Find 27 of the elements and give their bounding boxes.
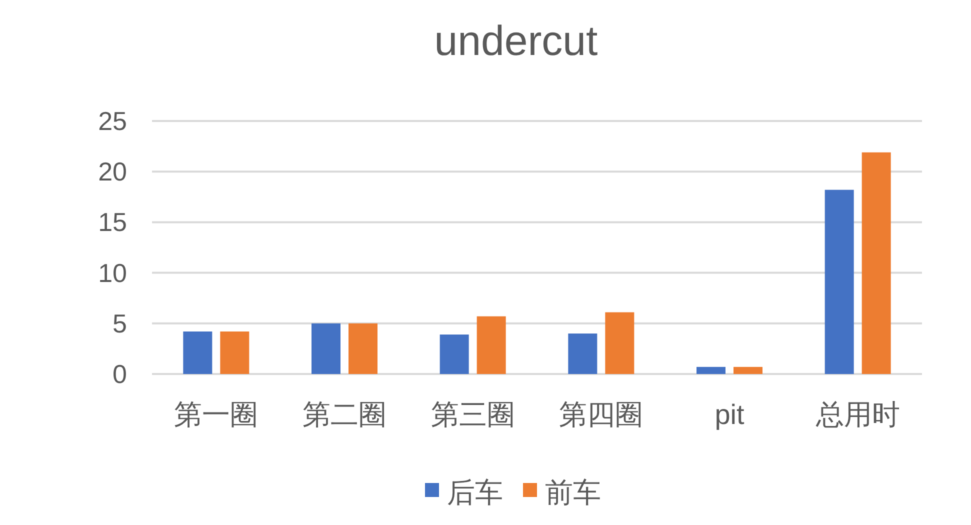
x-tick-label: 第三圈: [430, 399, 515, 430]
bar: [696, 366, 726, 374]
y-tick-label: 0: [112, 359, 127, 389]
bar: [605, 312, 634, 374]
y-tick-label: 10: [98, 258, 127, 288]
x-tick-label: 总用时: [814, 399, 900, 430]
bar: [220, 331, 250, 374]
bar: [348, 323, 378, 374]
y-tick-label: 5: [112, 308, 127, 338]
x-tick-label: pit: [714, 399, 745, 430]
x-tick-label: 第四圈: [559, 399, 644, 430]
y-tick-label: 15: [98, 207, 127, 238]
legend-label: 后车: [447, 477, 503, 508]
bar: [568, 334, 598, 374]
x-tick-label: 第二圈: [302, 399, 386, 430]
y-tick-label: 20: [98, 156, 127, 187]
legend-label: 前车: [545, 477, 601, 508]
bar: [183, 331, 212, 374]
bar: [440, 334, 469, 374]
x-tick-label: 第一圈: [174, 399, 258, 430]
bar: [476, 316, 506, 374]
bar: [824, 190, 854, 374]
bar: [312, 323, 340, 374]
y-tick-label: 25: [98, 106, 127, 136]
bar: [734, 366, 762, 374]
bar: [862, 152, 891, 374]
chart-title: undercut: [434, 17, 598, 64]
